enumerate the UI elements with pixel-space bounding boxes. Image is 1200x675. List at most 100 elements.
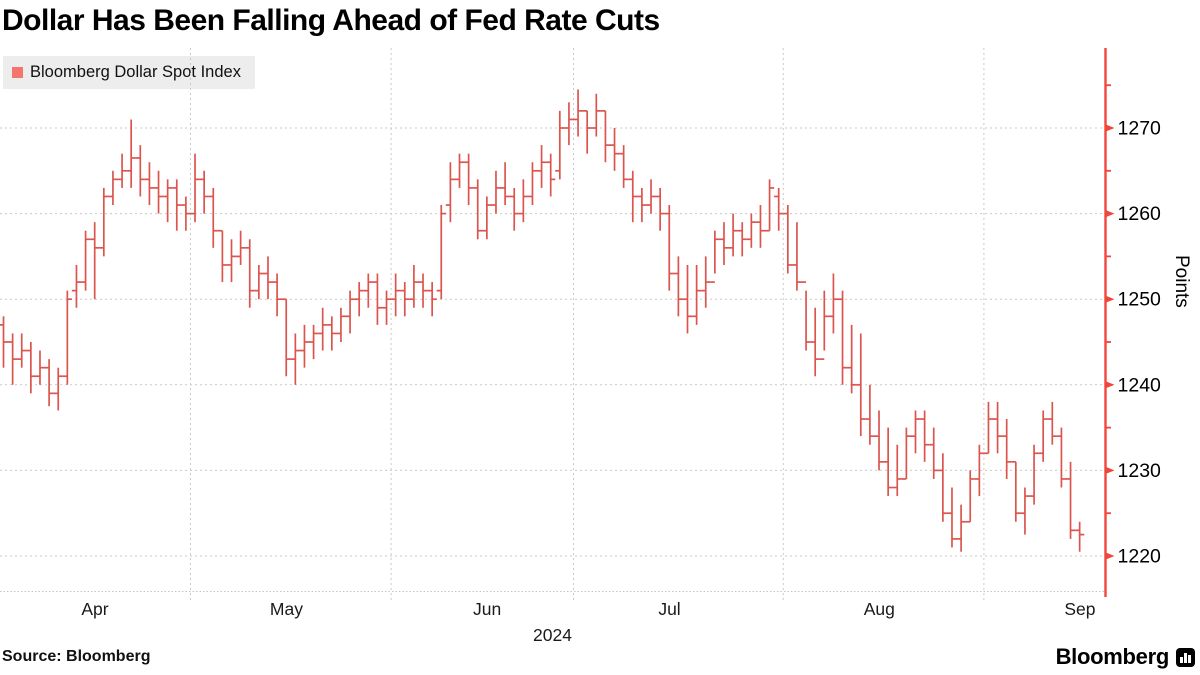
ohlc-bar xyxy=(555,110,565,180)
chart-title: Dollar Has Been Falling Ahead of Fed Rat… xyxy=(2,4,660,37)
ohlc-bar xyxy=(391,273,401,317)
ohlc-bar xyxy=(190,153,200,223)
ohlc-bar xyxy=(983,401,994,455)
ohlc-bar xyxy=(1029,444,1039,505)
y-axis-major-tick xyxy=(1105,466,1115,474)
ohlc-bar xyxy=(108,170,118,206)
ohlc-bar xyxy=(226,239,237,283)
bloomberg-logo: Bloomberg xyxy=(1056,644,1195,670)
x-axis-year-label: 2024 xyxy=(533,625,572,645)
ohlc-bar xyxy=(372,273,383,325)
ohlc-bar xyxy=(172,179,182,231)
y-axis-major-tick xyxy=(1105,210,1115,218)
ohlc-bar xyxy=(199,170,209,214)
ohlc-bar xyxy=(62,290,72,385)
ohlc-bar xyxy=(1047,401,1057,445)
ohlc-bar xyxy=(381,290,392,325)
ohlc-bar xyxy=(272,273,282,317)
ohlc-bar xyxy=(536,145,547,188)
ohlc-bar xyxy=(865,384,875,445)
ohlc-bar xyxy=(774,187,784,231)
ohlc-bar xyxy=(856,333,866,437)
ohlc-bar xyxy=(920,410,930,462)
legend: Bloomberg Dollar Spot Index xyxy=(3,56,255,89)
ohlc-bar xyxy=(527,162,538,206)
ohlc-bar xyxy=(217,229,227,283)
ohlc-bar xyxy=(1020,487,1030,535)
ohlc-bar xyxy=(792,222,802,291)
ohlc-bar xyxy=(901,427,911,480)
y-axis-major-tick xyxy=(1105,381,1115,389)
ohlc-bar xyxy=(318,307,328,351)
ohlc-bar xyxy=(427,282,437,317)
ohlc-bar xyxy=(655,187,665,231)
ohlc-bar xyxy=(53,367,63,411)
ohlc-bar xyxy=(153,170,164,214)
ohlc-bar xyxy=(929,427,939,479)
ohlc-bar xyxy=(682,264,693,334)
ohlc-bar xyxy=(609,128,620,171)
y-axis-major-tick xyxy=(1105,295,1115,303)
ohlc-bar xyxy=(418,273,428,308)
ohlc-bar xyxy=(673,256,683,317)
ohlc-bar xyxy=(1065,461,1076,539)
ohlc-bar xyxy=(299,324,310,368)
ohlc-bar xyxy=(454,153,465,188)
ohlc-bar xyxy=(564,102,574,146)
y-tick-label: 1250 xyxy=(1118,289,1162,311)
ohlc-bar xyxy=(464,153,474,206)
ohlc-bar xyxy=(135,145,145,197)
ohlc-bar xyxy=(236,230,246,265)
ohlc-bar xyxy=(837,290,848,385)
legend-swatch-icon xyxy=(12,67,23,78)
ohlc-bar xyxy=(728,213,738,257)
x-tick-label: Sep xyxy=(1064,599,1095,619)
ohlc-bar xyxy=(181,196,191,231)
x-tick-label: Apr xyxy=(81,599,108,619)
ohlc-bar xyxy=(746,213,756,248)
ohlc-bar xyxy=(90,222,100,300)
ohlc-bar xyxy=(1011,460,1021,522)
ohlc-bar xyxy=(546,153,556,197)
ohlc-bar xyxy=(482,196,492,240)
ohlc-bar xyxy=(992,401,1003,454)
ohlc-bar xyxy=(281,298,291,377)
source-note: Source: Bloomberg xyxy=(2,648,151,665)
ohlc-bar xyxy=(883,427,893,497)
y-tick-label: 1270 xyxy=(1118,118,1162,140)
ohlc-bar xyxy=(290,333,300,385)
ohlc-bar xyxy=(400,282,410,317)
ohlc-bar xyxy=(755,205,766,248)
ohlc-bar xyxy=(938,453,948,522)
ohlc-bar xyxy=(783,205,793,274)
ohlc-bar xyxy=(80,230,91,291)
ohlc-bar xyxy=(409,264,419,308)
ohlc-bar xyxy=(947,487,957,548)
ohlc-bar xyxy=(363,273,373,308)
ohlc-bar xyxy=(892,444,902,497)
ohlc-bar xyxy=(828,273,839,334)
ohlc-bar xyxy=(847,324,857,394)
ohlc-bar xyxy=(646,179,656,214)
legend-label: Bloomberg Dollar Spot Index xyxy=(30,63,241,81)
ohlc-bar xyxy=(327,316,337,351)
ohlc-bar xyxy=(473,179,483,240)
ohlc-bar xyxy=(26,342,36,394)
ohlc-bar xyxy=(0,316,9,368)
y-tick-label: 1220 xyxy=(1118,546,1162,568)
ohlc-bar xyxy=(126,119,136,188)
ohlc-bar xyxy=(491,170,501,214)
ohlc-bar xyxy=(710,230,720,283)
ohlc-bar xyxy=(819,290,829,360)
ohlc-bar xyxy=(263,256,273,300)
ohlc-bar xyxy=(17,333,27,368)
x-tick-label: May xyxy=(270,599,303,619)
ohlc-bar xyxy=(1075,521,1085,552)
ohlc-bar xyxy=(518,179,528,223)
ohlc-bar xyxy=(445,162,455,223)
ohlc-bar xyxy=(345,290,355,334)
ohlc-bar xyxy=(245,239,255,308)
y-tick-label: 1230 xyxy=(1118,460,1162,482)
ohlc-bar xyxy=(591,93,601,137)
